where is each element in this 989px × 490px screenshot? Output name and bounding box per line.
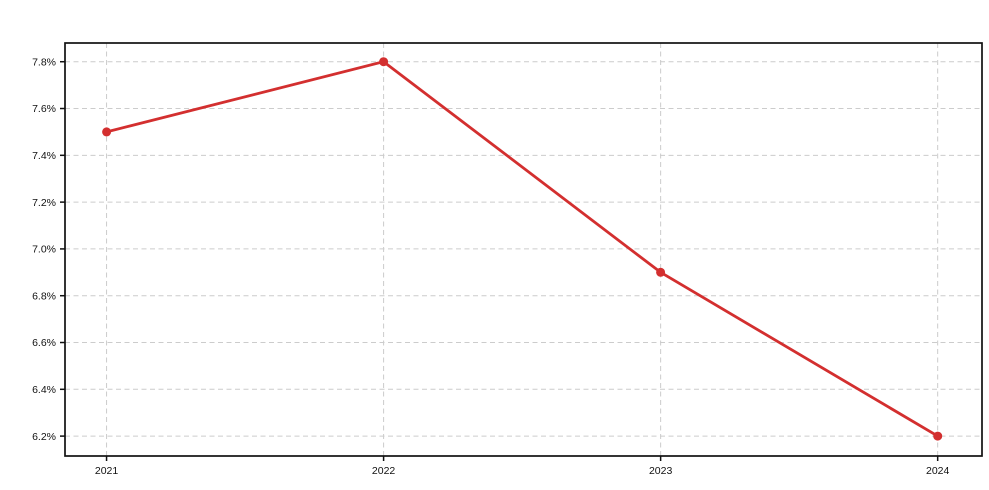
data-point xyxy=(379,57,389,67)
trend-line xyxy=(105,60,940,438)
y-tick-label: 6.8% xyxy=(32,290,56,302)
axes-frame xyxy=(64,42,983,457)
data-point xyxy=(102,127,112,137)
x-tick-label: 2022 xyxy=(372,465,396,477)
y-tick-label: 7.4% xyxy=(32,150,56,162)
data-point xyxy=(656,267,666,277)
y-tick-label: 7.0% xyxy=(32,244,56,256)
x-tick-label: 2024 xyxy=(926,465,950,477)
x-tick-label: 2023 xyxy=(649,465,673,477)
y-tick-label: 6.2% xyxy=(32,431,56,443)
data-point xyxy=(933,431,943,441)
y-tick-label: 7.8% xyxy=(32,56,56,68)
x-tick-label: 2021 xyxy=(95,465,119,477)
y-tick-label: 6.6% xyxy=(32,337,56,349)
y-tick-label: 6.4% xyxy=(32,384,56,396)
y-tick-label: 7.6% xyxy=(32,103,56,115)
y-tick-label: 7.2% xyxy=(32,197,56,209)
